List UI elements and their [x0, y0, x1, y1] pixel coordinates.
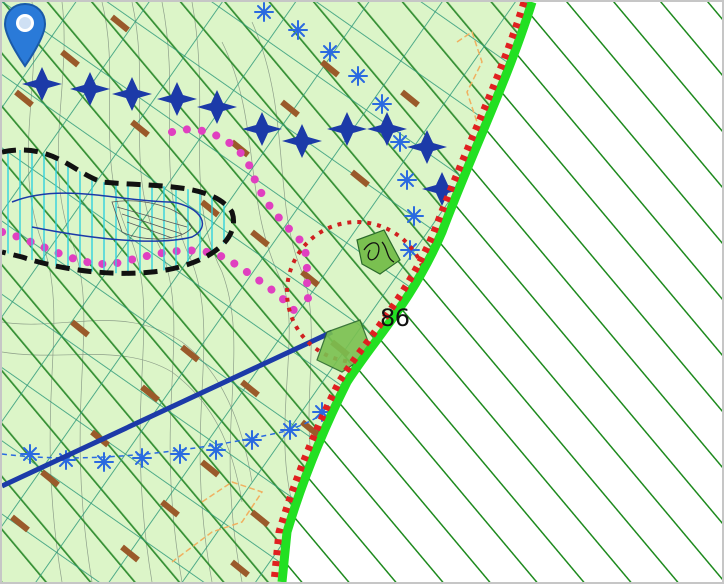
map-pin-icon[interactable] [2, 2, 48, 68]
coastline-bright [277, 2, 537, 582]
coastline-red-dotted [270, 2, 528, 582]
marker-label: 86 [380, 304, 410, 332]
blue-dashed-arc [2, 381, 353, 459]
orange-outline [171, 30, 483, 563]
navy-line [2, 329, 334, 489]
brown-ticks [10, 14, 420, 578]
blue-star-symbols [22, 67, 462, 206]
black-scribble [363, 241, 395, 263]
black-dashed-zone [2, 147, 236, 276]
